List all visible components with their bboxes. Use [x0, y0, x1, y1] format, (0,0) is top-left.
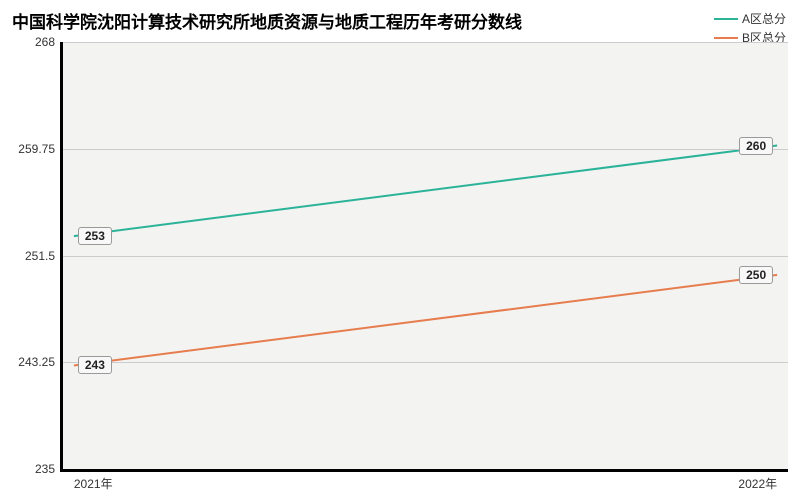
chart-title: 中国科学院沈阳计算技术研究所地质资源与地质工程历年考研分数线 [12, 8, 522, 33]
gridline-horizontal [63, 42, 788, 43]
y-tick-label: 259.75 [18, 142, 63, 156]
y-tick-label: 251.5 [25, 249, 63, 263]
legend-swatch-a [714, 18, 738, 20]
point-label: 243 [78, 356, 112, 374]
legend-item: A区总分 [714, 10, 786, 27]
series-line [74, 275, 777, 366]
x-tick-label: 2022年 [738, 469, 777, 492]
y-tick-label: 243.25 [18, 355, 63, 369]
plot-area: 235243.25251.5259.752682021年2022年2532602… [60, 42, 788, 472]
point-label: 260 [739, 137, 773, 155]
y-tick-label: 235 [35, 462, 63, 476]
x-tick-label: 2021年 [74, 469, 113, 492]
legend-label: A区总分 [742, 10, 786, 27]
series-line [74, 146, 777, 237]
chart-container: 中国科学院沈阳计算技术研究所地质资源与地质工程历年考研分数线 A区总分 B区总分… [0, 0, 800, 500]
gridline-horizontal [63, 362, 788, 363]
gridline-horizontal [63, 256, 788, 257]
point-label: 250 [739, 266, 773, 284]
point-label: 253 [78, 227, 112, 245]
legend-swatch-b [714, 37, 738, 39]
y-tick-label: 268 [35, 35, 63, 49]
gridline-horizontal [63, 149, 788, 150]
